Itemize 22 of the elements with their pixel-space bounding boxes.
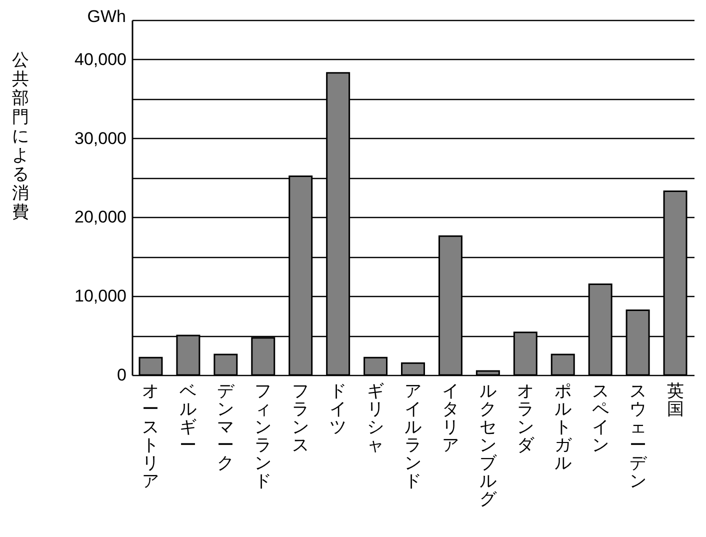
x-tick-label: ベルギー: [180, 382, 197, 454]
x-tick-label: ポルトガル: [554, 382, 572, 472]
x-tick-label: イタリア: [442, 382, 459, 454]
text: 公共部門による消費: [12, 50, 29, 222]
x-tick-label: ギリシャ: [367, 382, 384, 454]
x-tick-label: 英国: [666, 382, 684, 418]
y-tick-label: 0: [117, 366, 126, 384]
x-tick-label: フランス: [292, 382, 310, 454]
text: GWh: [87, 7, 126, 26]
y-tick-label: 30,000: [74, 128, 126, 148]
x-tick-label: ルクセンブルグ: [479, 382, 498, 508]
x-tick-label: フィンランド: [254, 382, 272, 490]
x-tick-label: スペイン: [592, 382, 609, 454]
x-tick-label: ドイツ: [330, 382, 347, 436]
x-tick-label: オランダ: [516, 382, 535, 454]
y-tick-label: 40,000: [74, 50, 126, 69]
x-tick-label: アイルランド: [404, 382, 422, 490]
x-tick-label: スウェーデン: [629, 382, 648, 490]
y-tick-label: 20,000: [74, 208, 126, 227]
x-tick-label: デンマーク: [217, 382, 236, 472]
y-tick-label: 10,000: [74, 286, 126, 306]
x-tick-label: オーストリア: [142, 382, 160, 490]
